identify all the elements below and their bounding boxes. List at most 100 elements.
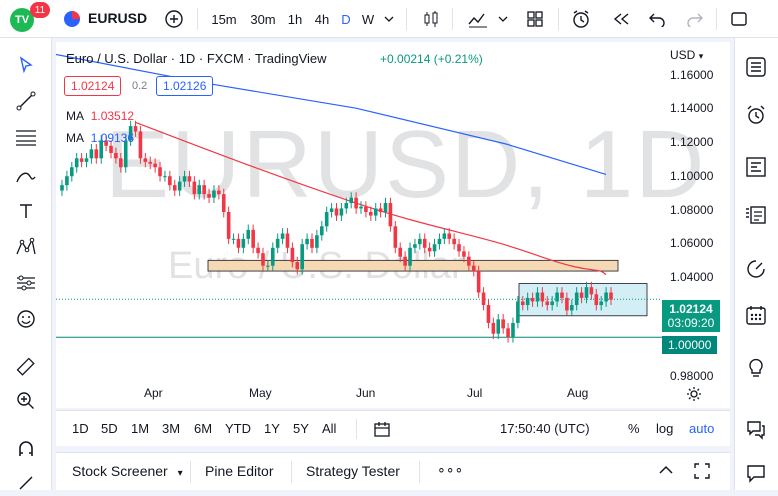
range-5y[interactable]: 5Y: [293, 421, 309, 436]
forecast-icon[interactable]: [13, 270, 39, 296]
candle-body: [305, 238, 309, 245]
fullscreen-box-icon[interactable]: [728, 8, 750, 30]
ideas-lightbulb-icon[interactable]: [743, 354, 769, 380]
maximize-panel-icon[interactable]: [694, 463, 710, 484]
range-6m[interactable]: 6M: [194, 421, 213, 436]
range-1y[interactable]: 1Y: [264, 421, 280, 436]
candle-body: [422, 238, 427, 248]
chart-pane[interactable]: [56, 42, 730, 408]
lock-drawings-icon[interactable]: [13, 470, 39, 496]
range-1d[interactable]: 1D: [72, 421, 89, 436]
candle-body: [202, 185, 206, 195]
zoom-in-icon[interactable]: [13, 388, 39, 414]
data-window-icon[interactable]: [743, 154, 769, 180]
range-3m[interactable]: 3M: [162, 421, 181, 436]
alerts-clock-icon[interactable]: [743, 102, 769, 128]
candle-body: [408, 247, 412, 266]
buy-price-button[interactable]: 1.02126: [156, 76, 214, 96]
text-tool-icon[interactable]: [13, 198, 39, 224]
ma-red-value: 1.03512: [90, 109, 135, 123]
add-symbol-icon[interactable]: [163, 8, 185, 30]
ruler-icon[interactable]: [13, 354, 39, 380]
candle-body: [128, 126, 133, 141]
chart-settings-gear-icon[interactable]: [686, 386, 702, 407]
interval-dropdown-icon[interactable]: [382, 8, 396, 30]
candle-body: [74, 158, 79, 168]
spread-value: 0.2: [132, 80, 148, 92]
interval-4h[interactable]: 4h: [314, 11, 330, 27]
percent-scale-toggle[interactable]: %: [628, 421, 640, 436]
chevron-up-icon[interactable]: [658, 463, 674, 482]
candle-body: [172, 185, 177, 191]
bar-countdown: 03:09:20: [667, 316, 715, 330]
candle-body: [383, 203, 388, 212]
candle-body: [109, 145, 113, 153]
candle-body: [310, 238, 314, 248]
ma-blue-label: MA: [66, 131, 84, 145]
calendar-icon[interactable]: [743, 302, 769, 328]
watchlist-icon[interactable]: [743, 54, 769, 80]
candle-body: [491, 322, 496, 334]
sell-price-button[interactable]: 1.02124: [64, 76, 122, 96]
separator: [452, 8, 453, 30]
redo-icon[interactable]: [684, 8, 706, 30]
ma-red-legend[interactable]: MA 1.03512: [66, 109, 134, 123]
candle-body: [182, 176, 187, 182]
tab-pine-editor[interactable]: Pine Editor: [205, 463, 274, 479]
auto-scale-toggle[interactable]: auto: [689, 421, 715, 436]
layout-grid-icon[interactable]: [524, 8, 546, 30]
cursor-icon[interactable]: [13, 52, 39, 78]
range-all[interactable]: All: [322, 421, 337, 436]
interval-1h[interactable]: 1h: [287, 11, 303, 27]
hotlist-icon[interactable]: [743, 256, 769, 282]
candle-body: [65, 176, 69, 186]
ma-blue-legend[interactable]: MA 1.09136: [66, 131, 134, 145]
log-scale-toggle[interactable]: log: [656, 421, 674, 436]
news-icon[interactable]: [743, 202, 769, 228]
indicators-dropdown-icon[interactable]: [496, 8, 510, 30]
utc-clock[interactable]: 17:50:40 (UTC): [500, 421, 590, 436]
range-1m[interactable]: 1M: [131, 421, 150, 436]
go-to-date-icon[interactable]: [373, 420, 391, 443]
candle-body: [256, 247, 260, 254]
candle-body: [388, 203, 393, 227]
candle-body: [79, 158, 84, 162]
interval-30m[interactable]: 30m: [250, 11, 276, 27]
candle-body: [84, 158, 89, 162]
undo-icon[interactable]: [646, 8, 668, 30]
candles-icon[interactable]: [420, 8, 442, 30]
candle-body: [163, 176, 167, 178]
indicators-icon[interactable]: [466, 8, 490, 30]
range-ytd[interactable]: YTD: [225, 421, 251, 436]
candle-body: [359, 206, 363, 209]
more-tabs-button[interactable]: ∘∘∘: [437, 461, 464, 477]
replay-icon[interactable]: [610, 8, 632, 30]
candle-body: [609, 292, 613, 300]
candle-body: [569, 305, 574, 311]
trend-line-icon[interactable]: [13, 88, 39, 114]
interval-15m[interactable]: 15m: [211, 11, 237, 27]
interval-w[interactable]: W: [361, 11, 375, 27]
symbol-search-button[interactable]: EURUSD: [88, 10, 148, 26]
interval-d[interactable]: D: [341, 11, 351, 27]
ma-blue-line: [56, 53, 607, 175]
fib-lines-icon[interactable]: [13, 124, 39, 150]
alert-clock-icon[interactable]: [570, 8, 592, 30]
magnet-icon[interactable]: [13, 436, 39, 462]
chat-icon[interactable]: [743, 416, 769, 442]
range-5d[interactable]: 5D: [101, 421, 118, 436]
price-chart[interactable]: [56, 42, 730, 408]
chevron-down-icon: ▾: [698, 51, 704, 61]
currency-selector[interactable]: USD ▾: [670, 48, 703, 62]
tab-stock-screener[interactable]: Stock Screener ▾: [72, 463, 183, 479]
emoji-icon[interactable]: [13, 306, 39, 332]
candle-body: [158, 167, 162, 177]
tab-strategy-tester[interactable]: Strategy Tester: [306, 463, 400, 479]
candle-body: [94, 149, 99, 159]
candle-body: [560, 292, 564, 298]
messages-icon[interactable]: [743, 460, 769, 486]
candle-body: [476, 271, 481, 293]
brush-icon[interactable]: [13, 162, 39, 188]
pattern-icon[interactable]: [13, 234, 39, 260]
separator: [716, 8, 717, 30]
